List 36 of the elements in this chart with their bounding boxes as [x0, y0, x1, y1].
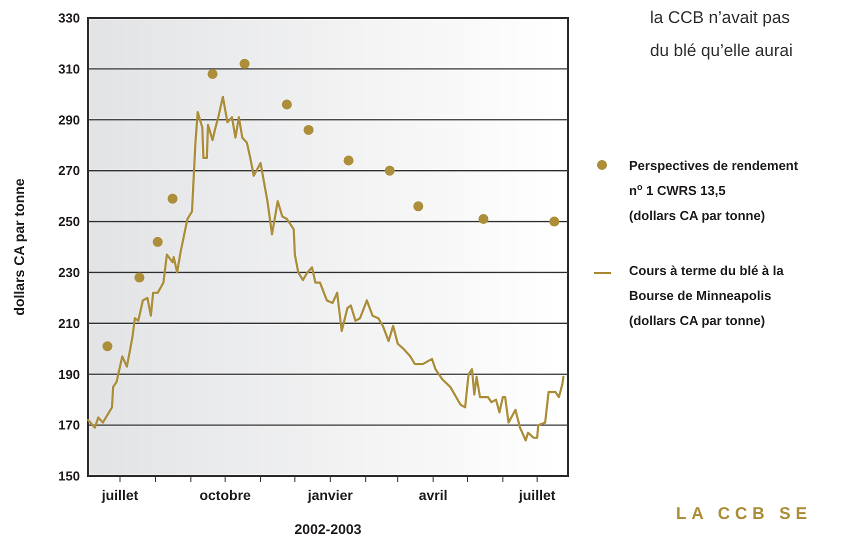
y-tick-label: 310: [58, 61, 80, 76]
legend-label: Cours à terme du blé à la Bourse de Minneapolis (dollars CA par tonne): [629, 263, 784, 328]
y-tick-label: 270: [58, 163, 80, 178]
point: [282, 100, 292, 110]
point: [413, 201, 424, 212]
point: [344, 155, 354, 166]
y-tick-label: 290: [58, 112, 80, 128]
y-tick-label: 230: [58, 264, 80, 280]
point: [304, 124, 314, 135]
y-tick-label: 250: [58, 214, 80, 230]
y-tick-label: 150: [58, 468, 80, 484]
point: [384, 166, 395, 176]
text: la CCB n’avait pas: [650, 8, 790, 27]
point: [549, 216, 560, 227]
line-series: [86, 96, 565, 442]
y-tick-label: 330: [58, 10, 80, 26]
y-tick-label: 170: [58, 418, 80, 433]
point: [102, 341, 112, 352]
point: [134, 272, 144, 283]
y-tick-label: 210: [58, 316, 80, 331]
x-tick-label: avril: [418, 487, 448, 503]
x-tick-label: juillet: [100, 487, 139, 503]
point: [168, 194, 178, 204]
point: [208, 68, 218, 79]
x-tick-label: octobre: [199, 487, 252, 503]
x-tick-label: juillet: [518, 487, 556, 503]
text: LA CCB SE: [676, 504, 812, 523]
point: [478, 214, 488, 224]
x-axis-title: 2002-2003: [294, 521, 362, 537]
text: du blé qu’elle aurai: [650, 41, 793, 60]
point: [152, 236, 163, 247]
y-tick-label: 190: [58, 366, 80, 382]
x-tick-label: janvier: [306, 487, 354, 503]
y-axis-title: dollars CA par tonne: [11, 178, 27, 316]
legend-label: Perspectives de rendement n$^{o}$ 1 CWRS 13,5 (dollars CA par tonne): [629, 158, 799, 223]
point: [240, 58, 250, 69]
